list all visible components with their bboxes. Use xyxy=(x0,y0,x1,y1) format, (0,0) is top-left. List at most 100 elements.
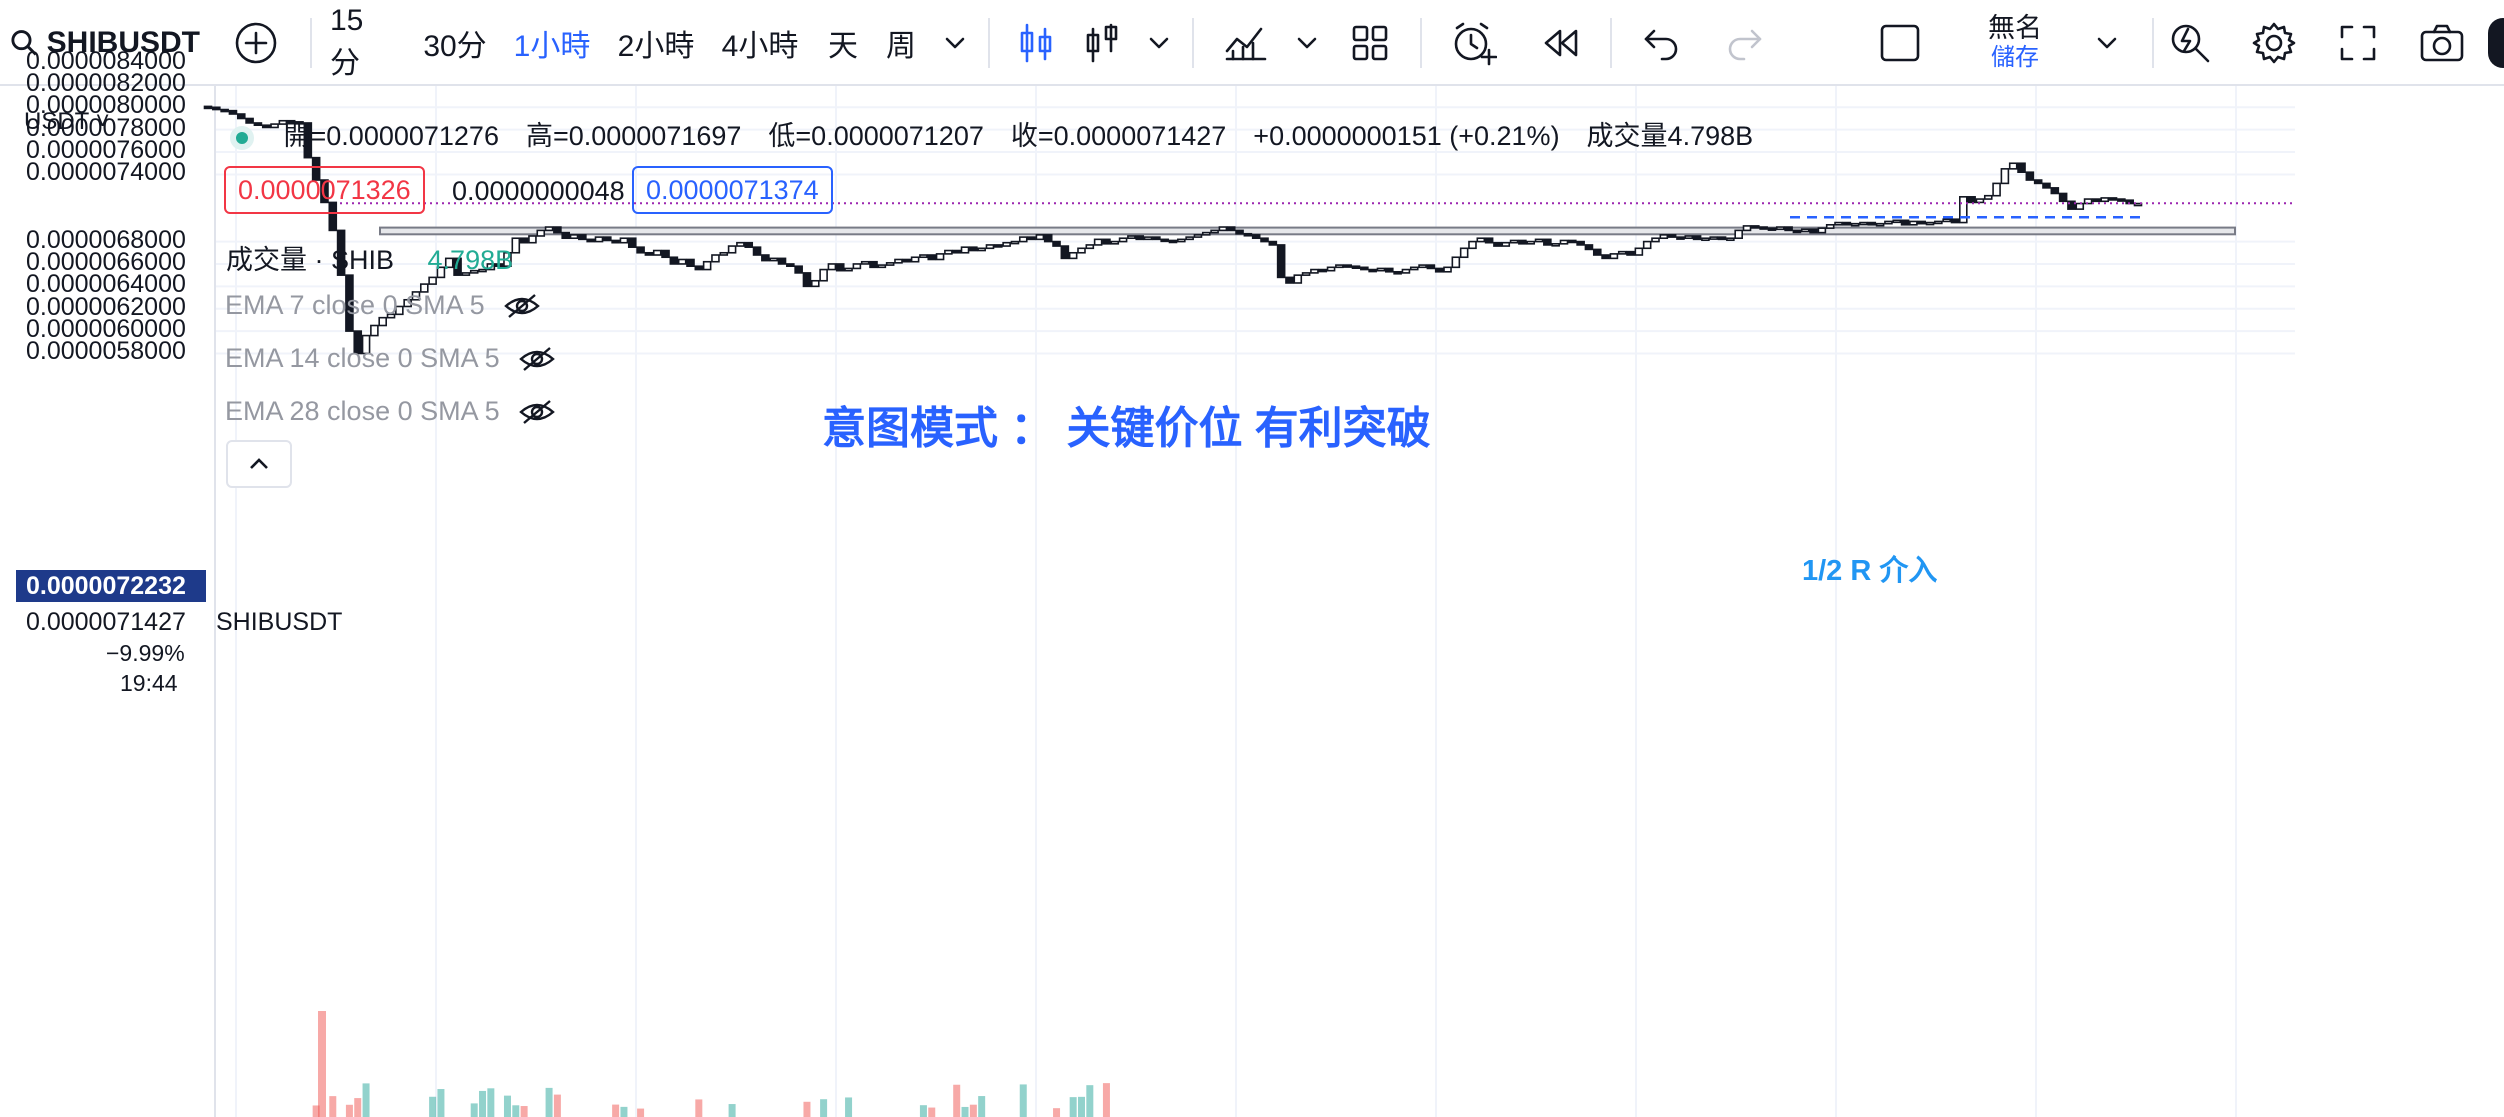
indicators-dropdown-button[interactable] xyxy=(1290,0,1324,86)
candle-body xyxy=(1085,244,1095,250)
volume-bar xyxy=(479,1090,487,1117)
timeframe-4h[interactable]: 4小時 xyxy=(718,0,802,86)
eye-hidden-icon[interactable] xyxy=(503,292,541,320)
templates-button[interactable] xyxy=(1340,0,1400,86)
layout-button[interactable] xyxy=(1870,0,1930,86)
ohlc-values: 開=0.0000071276 高=0.0000071697 低=0.000007… xyxy=(283,121,1754,151)
timeframe-30m[interactable]: 30分 xyxy=(420,0,490,86)
undo-button[interactable] xyxy=(1634,0,1690,86)
candle-body xyxy=(1493,241,1502,247)
indicators-button[interactable] xyxy=(1216,0,1276,86)
timeframe-15m[interactable]: 15分 xyxy=(330,0,390,86)
ema-28-legend[interactable]: EMA 28 close 0 SMA 5 xyxy=(225,396,556,427)
ema-14-legend[interactable]: EMA 14 close 0 SMA 5 xyxy=(225,343,556,374)
eye-hidden-icon[interactable] xyxy=(518,398,556,426)
quick-search-button[interactable] xyxy=(2160,0,2220,86)
candle-body xyxy=(1642,240,1652,250)
candle xyxy=(702,260,712,271)
chart-type-dropdown-button[interactable] xyxy=(1142,0,1176,86)
timeframe-1d[interactable]: 天 xyxy=(822,0,864,86)
candle xyxy=(286,119,296,124)
candle-body xyxy=(852,263,862,270)
settings-button[interactable] xyxy=(2244,0,2304,86)
ema-label: EMA 14 close 0 SMA 5 xyxy=(225,343,500,373)
candle-body xyxy=(1884,220,1893,225)
candle-body xyxy=(844,267,853,272)
candle-body xyxy=(1568,239,1577,244)
candle xyxy=(1925,221,1935,226)
candle xyxy=(1451,256,1461,269)
price-chart[interactable] xyxy=(0,86,2504,1117)
bars-button[interactable] xyxy=(1076,0,1128,86)
price-tick-label: 0.0000064000 xyxy=(26,270,186,299)
symbol-search-button[interactable]: SHIBUSDT xyxy=(10,14,200,72)
add-symbol-button[interactable] xyxy=(226,0,286,86)
candle xyxy=(1243,232,1253,237)
candle-body xyxy=(1052,240,1061,247)
candle xyxy=(1909,220,1918,226)
toolbar-divider xyxy=(1610,18,1612,68)
entry-line-label[interactable]: 1/2 R 介入 xyxy=(1802,555,1938,587)
collapse-legend-button[interactable] xyxy=(226,440,292,488)
redo-button[interactable] xyxy=(1716,0,1772,86)
candle xyxy=(1609,253,1619,260)
timeframe-1w[interactable]: 周 xyxy=(880,0,922,86)
candle xyxy=(1867,221,1877,226)
layout-dropdown-button[interactable] xyxy=(2090,0,2124,86)
candle-body xyxy=(1168,239,1178,244)
candle xyxy=(869,260,878,269)
timeframe-2h[interactable]: 2小時 xyxy=(614,0,698,86)
chart-annotation-text[interactable]: 意图模式 ： 关键价位 有利突破 xyxy=(822,404,1431,453)
eye-hidden-icon[interactable] xyxy=(518,345,556,373)
spread-value: 0.0000000048 xyxy=(452,176,625,206)
layout-name-button[interactable]: 無名 儲存 xyxy=(1960,12,2070,76)
candle xyxy=(1992,182,2001,197)
candle xyxy=(1135,235,1145,241)
candle-body xyxy=(1268,240,1278,246)
candle-body xyxy=(478,268,487,273)
volume-bar xyxy=(545,1087,553,1117)
candle-body xyxy=(220,108,229,113)
candle-body xyxy=(1102,238,1111,245)
chart-type-dropdown-icon xyxy=(1149,37,1169,49)
candles-button[interactable] xyxy=(1010,0,1062,86)
screenshot-button[interactable] xyxy=(2412,0,2472,86)
candle-body xyxy=(336,229,346,276)
timeframe-label: 1小時 xyxy=(513,30,591,63)
candle-body xyxy=(586,238,595,243)
candle xyxy=(1884,220,1893,225)
candle-body xyxy=(1559,239,1569,245)
alert-button[interactable] xyxy=(1444,0,1504,86)
volume-label: 成交量 · SHIB xyxy=(226,245,395,275)
candle xyxy=(1959,196,1968,224)
candle xyxy=(1409,266,1419,271)
candle-body xyxy=(910,256,920,263)
bar-countdown-label: 19:44 xyxy=(120,670,178,696)
timeframe-dropdown-button[interactable] xyxy=(938,0,972,86)
candle-body xyxy=(436,266,446,279)
candle-body xyxy=(777,257,787,265)
buy-price-button[interactable]: 0.0000071374 xyxy=(632,166,833,214)
currency-selector[interactable]: USDT ˅ xyxy=(24,108,110,136)
candle-body xyxy=(1917,220,1927,225)
toolbar-divider xyxy=(1192,18,1194,68)
ema-7-legend[interactable]: EMA 7 close 0 SMA 5 xyxy=(225,290,541,321)
candle xyxy=(810,279,820,288)
timeframe-1h[interactable]: 1小時 xyxy=(510,0,594,86)
candle-body xyxy=(1193,234,1203,238)
quick-search-icon xyxy=(2171,24,2210,63)
account-avatar[interactable] xyxy=(2488,18,2504,68)
candle-body xyxy=(295,121,304,125)
candle-body xyxy=(1301,272,1311,276)
candle xyxy=(2033,179,2043,185)
candle-body xyxy=(1251,234,1261,240)
candle-body xyxy=(2108,197,2118,201)
candle-body xyxy=(1376,267,1386,272)
indicators-dropdown-icon xyxy=(1297,37,1317,49)
volume-bar xyxy=(345,1104,353,1117)
candle-body xyxy=(2025,171,2035,181)
fullscreen-button[interactable] xyxy=(2328,0,2388,86)
replay-button[interactable] xyxy=(1530,0,1590,86)
candle xyxy=(1792,229,1802,234)
sell-price-button[interactable]: 0.0000071326 xyxy=(224,166,425,214)
